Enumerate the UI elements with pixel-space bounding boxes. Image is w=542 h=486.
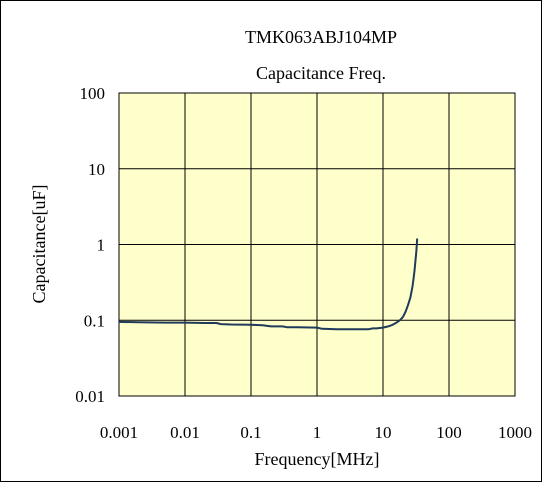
y-tick-label: 1 [97,236,106,255]
y-tick-label: 100 [80,84,106,103]
x-tick-label: 100 [436,423,462,442]
x-tick-label: 0.001 [100,423,138,442]
chart-subtitle: Capacitance Freq. [256,63,386,83]
plot-border [118,92,516,397]
series-group [118,238,419,331]
x-tick-label: 0.1 [240,423,261,442]
x-tick-label: 1000 [498,423,532,442]
x-tick-labels: 0.001 0.01 0.1 1 10 100 1000 [100,423,532,442]
chart-title: TMK063ABJ104MP [245,27,397,47]
y-tick-label: 0.01 [75,387,105,406]
capacitance-series-line [118,238,419,331]
x-axis-label: Frequency[MHz] [255,449,380,469]
x-tick-label: 10 [375,423,392,442]
x-tick-label: 1 [313,423,322,442]
y-tick-label: 10 [88,160,105,179]
x-tick-label: 0.01 [170,423,200,442]
y-tick-label: 0.1 [84,311,105,330]
y-tick-labels: 100 10 1 0.1 0.01 [75,84,105,406]
y-axis-label: Capacitance[uF] [29,185,49,304]
